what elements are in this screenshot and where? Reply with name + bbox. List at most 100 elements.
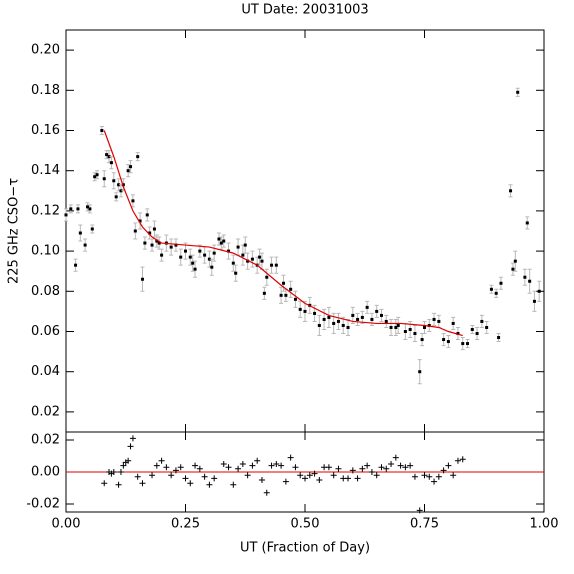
data-point bbox=[188, 255, 192, 259]
residual-point bbox=[101, 480, 108, 487]
data-point bbox=[258, 255, 262, 259]
data-point bbox=[497, 336, 501, 340]
residual-point bbox=[397, 462, 404, 469]
residual-point bbox=[330, 472, 337, 479]
residual-point bbox=[258, 477, 265, 483]
data-point bbox=[480, 319, 484, 323]
data-point bbox=[93, 175, 97, 179]
data-point bbox=[129, 165, 133, 169]
x-tick-label: 1.00 bbox=[530, 517, 559, 532]
residual-point bbox=[359, 465, 366, 472]
residual-point bbox=[402, 464, 409, 471]
data-point bbox=[121, 183, 125, 187]
data-point bbox=[456, 332, 460, 336]
top-panel-frame bbox=[65, 29, 545, 433]
residual-point bbox=[273, 461, 280, 467]
data-point bbox=[327, 315, 331, 319]
data-point bbox=[102, 177, 106, 181]
data-point bbox=[78, 231, 82, 235]
data-point bbox=[413, 332, 417, 336]
y-tick-label: 0.16 bbox=[31, 123, 60, 138]
data-point bbox=[396, 323, 400, 327]
residual-point bbox=[316, 477, 323, 483]
data-point bbox=[207, 257, 211, 261]
residual-point bbox=[172, 467, 179, 474]
data-point bbox=[442, 338, 446, 342]
data-point bbox=[351, 313, 355, 317]
residual-point bbox=[354, 475, 361, 482]
residual-point bbox=[459, 456, 466, 463]
data-point bbox=[384, 319, 388, 323]
x-tick-label: 0.50 bbox=[291, 517, 320, 532]
residual-point bbox=[421, 472, 428, 479]
residual-point bbox=[187, 480, 194, 487]
residual-point bbox=[230, 481, 237, 488]
residual-point bbox=[349, 467, 356, 474]
data-point bbox=[313, 311, 317, 315]
y-tick-label: 0.00 bbox=[31, 465, 60, 480]
residual-point bbox=[192, 462, 199, 469]
y-tick-label: 0.14 bbox=[31, 163, 60, 178]
data-point bbox=[100, 129, 104, 132]
data-point bbox=[432, 317, 436, 321]
data-point bbox=[126, 169, 130, 173]
data-point bbox=[76, 207, 80, 211]
residual-point bbox=[431, 478, 438, 485]
data-point bbox=[119, 189, 123, 193]
data-point bbox=[198, 249, 202, 253]
residual-point bbox=[134, 473, 141, 480]
residual-point bbox=[368, 469, 375, 475]
data-point bbox=[281, 281, 285, 285]
residual-point bbox=[125, 457, 132, 464]
data-point bbox=[236, 245, 240, 249]
residual-point bbox=[177, 464, 184, 471]
data-point bbox=[375, 309, 379, 313]
data-point bbox=[136, 155, 140, 159]
data-point bbox=[379, 313, 383, 317]
data-point bbox=[346, 325, 350, 329]
residual-point bbox=[129, 435, 136, 442]
x-axis-title: UT (Fraction of Day) bbox=[240, 541, 370, 556]
data-point bbox=[241, 253, 245, 257]
data-point bbox=[537, 289, 541, 293]
y-tick-label: 0.20 bbox=[31, 43, 60, 58]
residual-point bbox=[364, 462, 371, 469]
data-point bbox=[317, 323, 321, 327]
data-point bbox=[403, 330, 407, 333]
data-point bbox=[341, 323, 345, 327]
data-point bbox=[138, 219, 142, 223]
residual-point bbox=[335, 465, 342, 472]
y-tick-label: 0.02 bbox=[31, 404, 60, 419]
data-point bbox=[499, 281, 503, 285]
fit-line bbox=[103, 130, 463, 337]
data-point bbox=[112, 179, 116, 183]
data-point bbox=[516, 90, 520, 94]
data-point bbox=[74, 263, 78, 267]
residual-point bbox=[110, 469, 117, 475]
data-point bbox=[470, 327, 474, 331]
chart-title: UT Date: 20031003 bbox=[241, 3, 368, 18]
data-point bbox=[423, 325, 426, 329]
data-point bbox=[109, 161, 113, 165]
data-point bbox=[179, 255, 183, 259]
residual-point bbox=[127, 443, 134, 450]
data-point bbox=[489, 287, 493, 291]
residual-point bbox=[163, 464, 170, 471]
y-tick-label: 0.04 bbox=[31, 364, 60, 379]
data-point bbox=[284, 293, 288, 297]
data-point bbox=[219, 241, 223, 245]
y-tick-label: 0.18 bbox=[31, 83, 60, 98]
data-point bbox=[140, 277, 144, 281]
residual-point bbox=[211, 475, 218, 482]
data-point bbox=[265, 275, 269, 279]
data-point bbox=[210, 265, 214, 269]
x-tick-label: 0.75 bbox=[410, 517, 439, 532]
residual-point bbox=[306, 472, 313, 479]
data-point bbox=[525, 221, 529, 225]
residual-point bbox=[407, 462, 414, 469]
data-point bbox=[293, 297, 297, 301]
data-point bbox=[145, 213, 149, 217]
data-point bbox=[231, 261, 235, 265]
data-point bbox=[133, 229, 137, 233]
